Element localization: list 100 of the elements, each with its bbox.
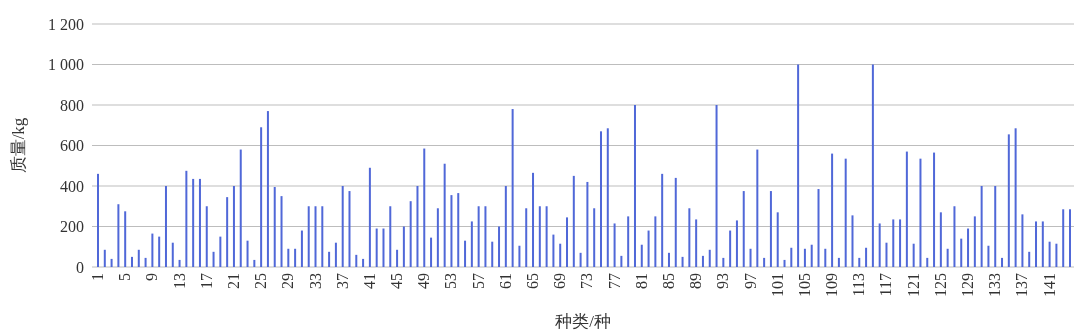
y-tick-label: 400: [60, 177, 84, 195]
bar: [525, 208, 528, 267]
bar: [205, 206, 208, 267]
bar: [967, 228, 970, 267]
x-tick-label: 81: [632, 273, 650, 289]
bar: [253, 259, 256, 267]
bar: [457, 193, 460, 267]
x-tick-label: 5: [116, 273, 134, 281]
x-tick-label: 121: [904, 273, 922, 297]
bar: [695, 219, 698, 267]
bar: [559, 243, 562, 267]
bar: [158, 236, 161, 267]
y-tick-label: 600: [60, 137, 84, 155]
bar: [735, 220, 738, 267]
bar: [341, 186, 344, 267]
bar: [348, 191, 351, 267]
bar: [273, 187, 276, 267]
bar: [185, 170, 188, 267]
bar: [912, 243, 915, 267]
bar: [484, 206, 487, 267]
x-tick-label: 77: [605, 273, 623, 289]
bar: [443, 163, 446, 267]
bar: [464, 240, 467, 267]
bar: [334, 242, 337, 267]
x-tick-label: 93: [714, 273, 732, 289]
x-tick-label: 85: [659, 273, 677, 289]
bar: [1069, 209, 1071, 267]
x-axis-title: 种类/种: [555, 312, 611, 331]
bar: [171, 242, 174, 267]
bar: [470, 221, 473, 267]
bar: [280, 196, 283, 267]
bar: [994, 186, 997, 267]
bar: [212, 251, 215, 267]
bar: [491, 241, 494, 267]
x-tick-label: 101: [768, 273, 786, 297]
x-tick-label: 25: [252, 273, 270, 289]
bar: [810, 244, 813, 267]
bar: [926, 257, 929, 267]
bar: [606, 128, 609, 267]
bar: [865, 247, 868, 267]
bar: [178, 259, 181, 267]
bar: [328, 251, 331, 267]
bar: [219, 236, 222, 267]
bar: [858, 257, 861, 267]
x-tick-label: 141: [1040, 273, 1058, 297]
bar: [518, 245, 521, 267]
bar: [355, 254, 358, 267]
x-tick-label: 41: [360, 273, 378, 289]
bar: [246, 240, 249, 267]
bar: [294, 248, 297, 267]
bar: [287, 248, 290, 267]
bar: [640, 244, 643, 267]
bar: [545, 206, 548, 267]
bar: [763, 257, 766, 267]
bar: [97, 173, 99, 267]
y-tick-label: 1 000: [48, 56, 84, 74]
x-tick-label: 45: [388, 273, 406, 289]
bar: [498, 226, 501, 267]
bar: [151, 233, 154, 267]
bar: [137, 249, 140, 267]
bar: [919, 158, 922, 267]
bar: [749, 248, 752, 267]
bar: [878, 223, 881, 267]
bar: [416, 186, 419, 267]
bar: [613, 223, 616, 267]
bar: [1041, 221, 1044, 267]
bar: [783, 259, 786, 267]
bar: [396, 249, 399, 267]
bar: [627, 216, 630, 267]
bar: [667, 252, 670, 267]
x-tick-label: 97: [741, 273, 759, 289]
bar: [430, 237, 433, 267]
y-tick-label: 0: [76, 258, 84, 276]
bar: [436, 208, 439, 267]
bar: [742, 191, 745, 267]
bar: [389, 206, 392, 267]
bar: [939, 212, 942, 267]
bar: [368, 167, 371, 267]
bar: [953, 206, 956, 267]
bar: [375, 228, 378, 267]
x-tick-label: 21: [224, 273, 242, 289]
bar: [198, 178, 201, 267]
bar: [647, 230, 650, 267]
bar: [633, 105, 636, 267]
bar: [566, 217, 569, 267]
bar: [1021, 214, 1024, 267]
bar: [892, 219, 895, 267]
bar: [450, 195, 453, 267]
bar: [382, 228, 385, 267]
bar: [599, 131, 602, 267]
bar: [586, 181, 589, 267]
x-tick-label: 29: [279, 273, 297, 289]
bar: [797, 64, 800, 267]
x-tick-label: 49: [415, 273, 433, 289]
bar: [688, 208, 691, 267]
bar: [103, 249, 106, 267]
bar: [729, 230, 732, 267]
x-tick-label: 1: [89, 273, 106, 281]
bar: [824, 248, 827, 267]
bar: [130, 256, 133, 267]
